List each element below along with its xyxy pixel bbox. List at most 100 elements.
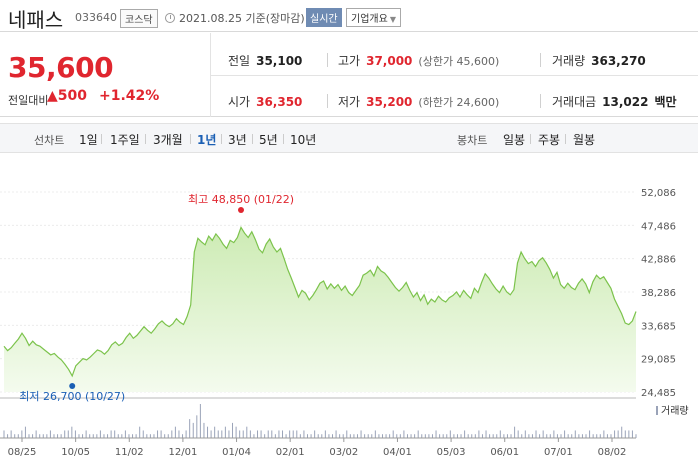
period-3m[interactable]: 3개월 — [153, 133, 183, 147]
volume-bar — [517, 430, 519, 438]
volume-bar — [10, 430, 12, 438]
volume-bar — [606, 434, 608, 438]
volume-bar — [28, 434, 30, 438]
realtime-button[interactable]: 실시간 — [306, 8, 342, 27]
low-cell: 저가 35,200 (하한가 24,600) — [338, 93, 499, 110]
volume-bar — [14, 434, 16, 438]
candle-daily[interactable]: 일봉 — [503, 133, 526, 147]
volume-bar — [267, 430, 269, 438]
quote-date: 2021.08.25 기준(장마감) — [165, 10, 305, 26]
stock-header: 네패스 033640 코스닥 2021.08.25 기준(장마감) 실시간 기업… — [0, 0, 698, 32]
candle-chart-title: 봉차트 — [457, 134, 488, 147]
company-overview-label: 기업개요 — [351, 14, 388, 25]
company-overview-dropdown[interactable]: 기업개요 ▼ — [346, 8, 401, 27]
divider — [101, 134, 102, 144]
chart-period-bar: 선차트 1일 1주일 3개월 1년 3년 5년 10년 봉차트 일봉 주봉 월봉 — [0, 123, 698, 153]
prev-close-label: 전일 — [228, 54, 251, 68]
volume-bar — [564, 430, 566, 438]
volume-bar — [235, 426, 237, 438]
period-1y[interactable]: 1년 — [197, 133, 217, 147]
volume-bar — [7, 434, 9, 438]
volume-bar — [253, 434, 255, 438]
volume-bar — [135, 434, 137, 438]
x-tick-label: 08/25 — [8, 447, 37, 458]
chart-annotations: 최고 48,850 (01/22) 최저 26,700 (10/27) 거래량 — [19, 193, 688, 417]
candle-weekly[interactable]: 주봉 — [538, 133, 561, 147]
prev-close-value: 35,100 — [256, 54, 303, 68]
high-cell: 고가 37,000 (상한가 45,600) — [338, 52, 499, 69]
volume-label: 거래량 — [552, 54, 586, 68]
low-label: 최저 26,700 (10/27) — [19, 390, 125, 403]
volume-bar — [603, 430, 605, 438]
volume-bar — [314, 430, 316, 438]
volume-bar — [182, 434, 184, 438]
volume-bar — [349, 434, 351, 438]
volume-bar — [78, 434, 80, 438]
volume-bar — [246, 426, 248, 438]
y-tick-label: 29,085 — [641, 355, 676, 366]
period-3y[interactable]: 3년 — [228, 133, 247, 147]
high-label: 고가 — [338, 54, 361, 68]
volume-bar — [446, 434, 448, 438]
volume-bar — [331, 434, 333, 438]
quote-date-text: 2021.08.25 기준(장마감) — [179, 12, 305, 25]
volume-bar — [546, 434, 548, 438]
volume-bar — [449, 430, 451, 438]
volume-bar — [299, 434, 301, 438]
volume-bar — [460, 434, 462, 438]
volume-bar — [114, 430, 116, 438]
volume-bar — [356, 434, 358, 438]
period-10y[interactable]: 10년 — [290, 133, 317, 147]
prev-close-cell: 전일 35,100 — [228, 52, 302, 69]
volume-bar — [367, 434, 369, 438]
volume-bar — [282, 430, 284, 438]
volume-bar — [474, 434, 476, 438]
volume-bar — [599, 434, 601, 438]
period-1d[interactable]: 1일 — [79, 133, 98, 147]
volume-bar — [335, 430, 337, 438]
volume-bar — [321, 434, 323, 438]
volume-value: 363,270 — [591, 54, 646, 68]
volume-bar — [589, 430, 591, 438]
divider — [145, 134, 146, 144]
volume-bar — [385, 434, 387, 438]
volume-bar — [428, 434, 430, 438]
x-axis: 08/25 10/05 11/02 12/01 01/04 02/01 03/02 04/01… — [0, 437, 636, 458]
volume-bar — [132, 434, 134, 438]
volume-bar — [214, 426, 216, 438]
volume-bar — [614, 430, 616, 438]
price-change-percent: +1.42% — [99, 88, 160, 104]
volume-bar — [192, 422, 194, 438]
y-tick-label: 24,485 — [641, 388, 676, 399]
candle-monthly[interactable]: 월봉 — [573, 133, 596, 147]
high-label: 최고 48,850 (01/22) — [188, 193, 294, 206]
price-chart: 52,086 47,486 42,886 38,286 33,685 29,085 24,4… — [0, 188, 689, 458]
volume-legend-label: 거래량 — [661, 405, 689, 417]
volume-bar — [210, 430, 212, 438]
line-chart-title: 선차트 — [34, 134, 65, 147]
volume-bar — [207, 426, 209, 438]
clock-icon — [165, 13, 175, 23]
volume-bar — [496, 434, 498, 438]
price-change-value: 500 — [57, 88, 88, 104]
volume-bar — [121, 434, 123, 438]
volume-bar — [203, 422, 205, 438]
volume-bar — [553, 430, 555, 438]
volume-bar — [535, 430, 537, 438]
period-1w[interactable]: 1주일 — [110, 133, 140, 147]
low-value: 35,200 — [366, 95, 413, 109]
volume-bar — [628, 430, 630, 438]
volume-bar — [346, 430, 348, 438]
volume-bar — [224, 426, 226, 438]
period-5y[interactable]: 5년 — [259, 133, 278, 147]
volume-bar — [571, 434, 573, 438]
volume-bar — [124, 430, 126, 438]
divider — [190, 134, 191, 144]
x-tick-label: 10/05 — [61, 447, 90, 458]
x-tick-label: 11/02 — [115, 447, 144, 458]
volume-bar — [531, 434, 533, 438]
divider — [530, 134, 531, 144]
y-tick-label: 42,886 — [641, 255, 676, 266]
y-tick-label: 47,486 — [641, 221, 676, 232]
volume-bar — [164, 434, 166, 438]
